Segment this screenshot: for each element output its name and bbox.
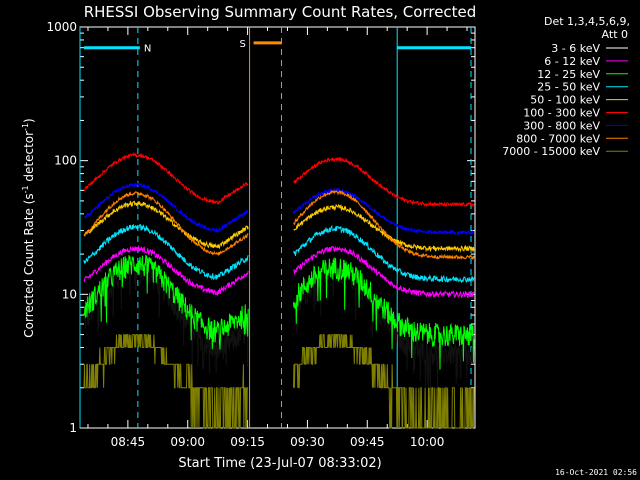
series-line	[83, 152, 249, 205]
series-line	[293, 157, 475, 208]
series-line	[293, 334, 475, 429]
series-line	[83, 224, 249, 281]
x-tick-label: 09:15	[230, 435, 265, 449]
series-line	[83, 254, 249, 350]
series-line	[293, 257, 475, 370]
y-axis-label: Corrected Count Rate (s-1 detector-1)	[21, 118, 36, 337]
y-tick-label: 1	[69, 421, 77, 435]
x-axis-label: Start Time (23-Jul-07 08:33:02)	[178, 456, 381, 471]
legend-entry-label: 800 - 7000 keV	[516, 132, 600, 145]
legend-entry-label: 100 - 300 keV	[523, 107, 600, 120]
y-tick-label: 100	[54, 154, 77, 168]
series-line	[293, 187, 475, 237]
series-line	[83, 334, 249, 429]
annotation-label: S	[240, 39, 246, 50]
legend-entry-label: 50 - 100 keV	[530, 94, 600, 107]
series-line	[293, 203, 475, 253]
legend-entry-label: 12 - 25 keV	[537, 68, 600, 81]
plot-area: 1 10 100 1000 08:45 09:00 09:15 09:30 09:45 10:00…	[46, 20, 476, 449]
chart-title: RHESSI Observing Summary Count Rates, Co…	[84, 3, 477, 21]
series-line	[83, 191, 249, 256]
x-tick-label: 10:00	[410, 435, 445, 449]
series-line	[83, 181, 249, 235]
y-tick-label: 10	[62, 287, 77, 301]
series-line	[293, 189, 475, 261]
legend-header-line-1: Det 1,3,4,5,6,9,	[544, 15, 630, 28]
series-line	[293, 224, 475, 284]
series-line	[293, 245, 475, 299]
x-tick-label: 09:45	[350, 435, 385, 449]
legend-entry-label: 25 - 50 keV	[537, 81, 600, 94]
x-tick-label: 08:45	[111, 435, 146, 449]
x-tick-label: 09:00	[170, 435, 205, 449]
legend-header-line-2: Att 0	[602, 28, 628, 41]
series-line	[83, 200, 249, 250]
annotation-label: N	[144, 44, 151, 55]
legend-entry-label: 3 - 6 keV	[551, 42, 600, 55]
legend-entry-label: 300 - 800 keV	[523, 119, 600, 132]
timestamp: 16-Oct-2021 02:56	[555, 468, 637, 477]
series-line	[293, 260, 475, 392]
legend-entry-label: 7000 - 15000 keV	[502, 145, 600, 158]
x-tick-label: 09:30	[290, 435, 325, 449]
y-tick-label: 1000	[46, 20, 77, 34]
legend-entry-label: 6 - 12 keV	[544, 55, 600, 68]
series-line	[83, 244, 249, 296]
